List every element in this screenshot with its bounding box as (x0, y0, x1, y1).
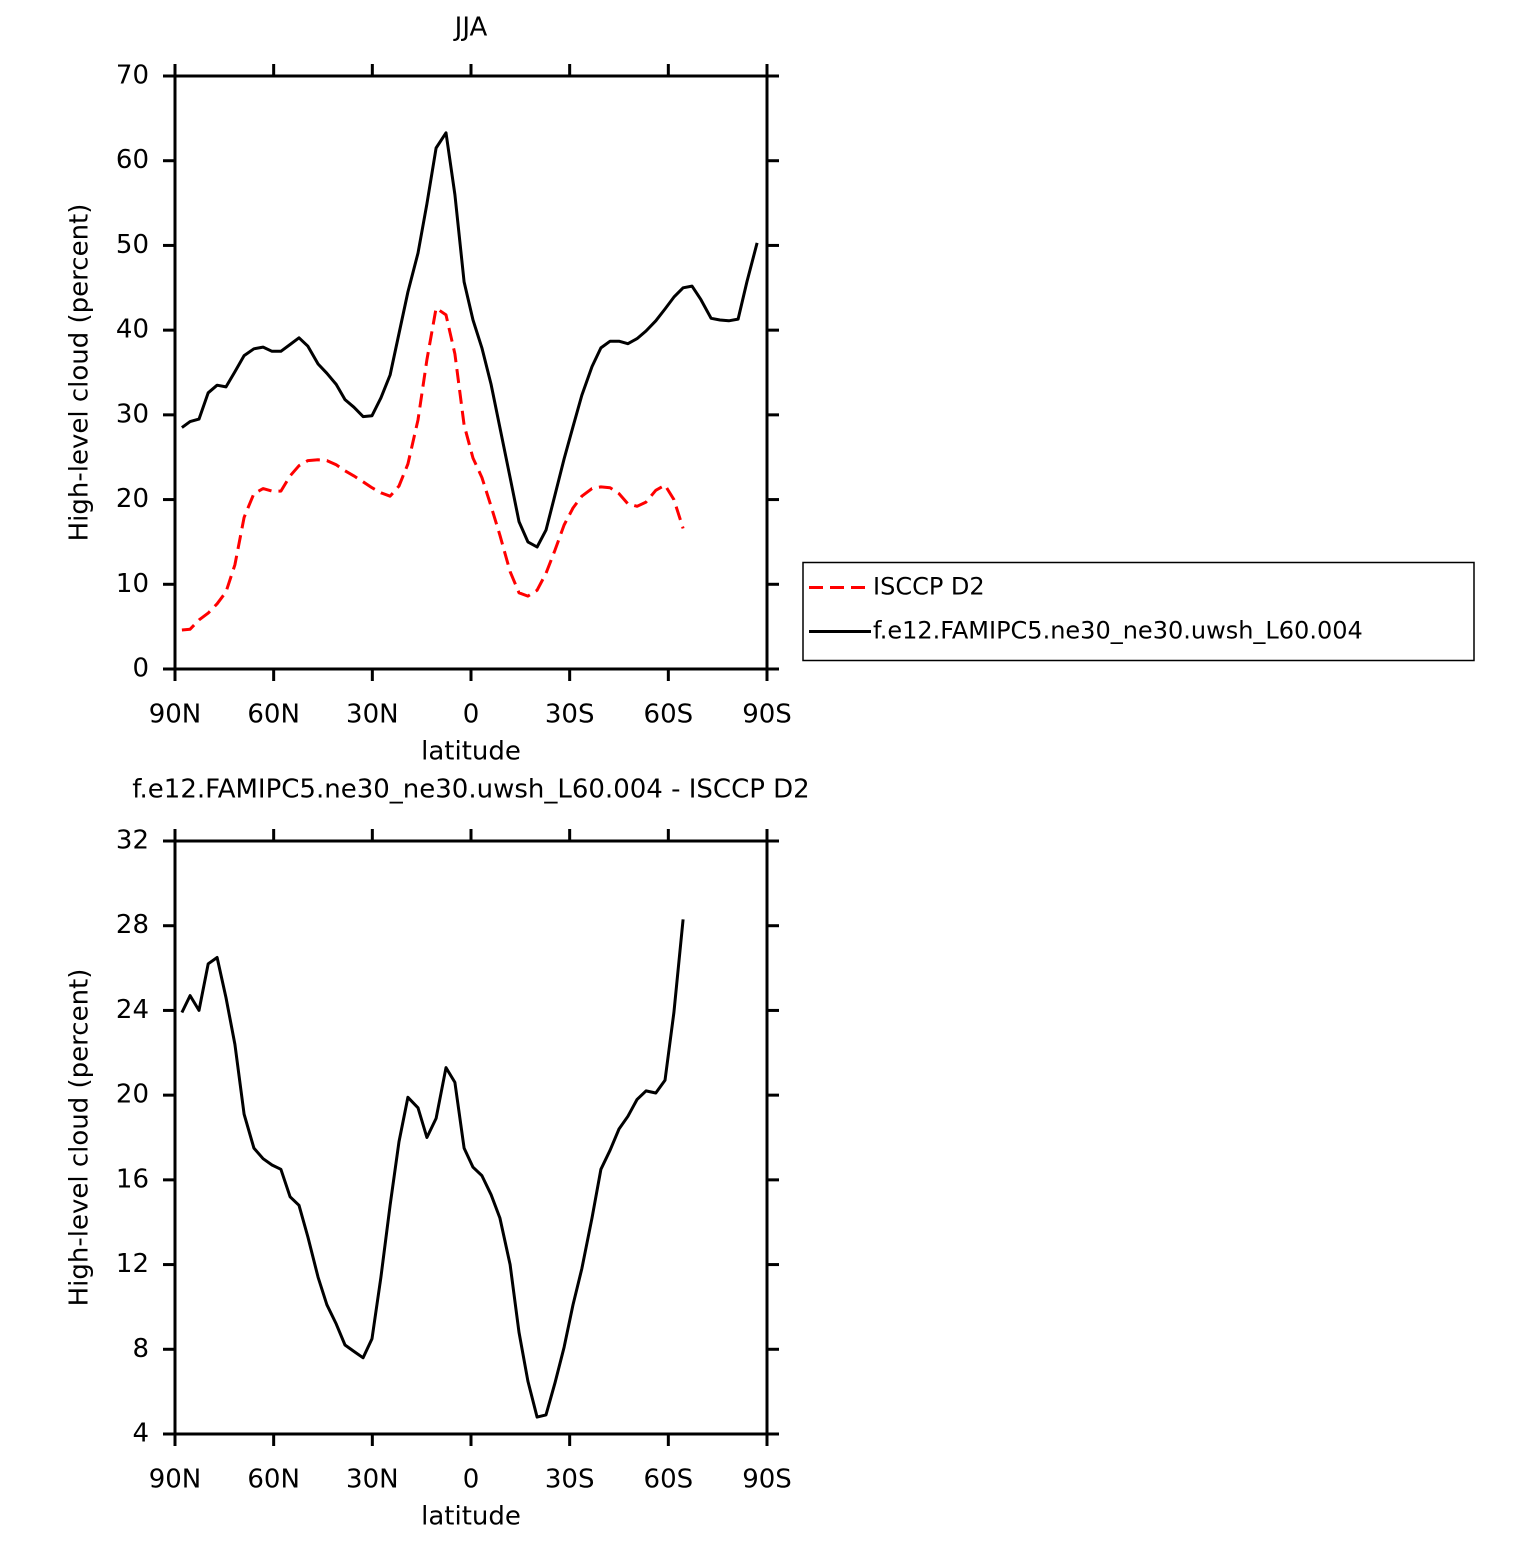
y-tick-label: 24 (116, 995, 149, 1025)
y-tick-label: 50 (116, 230, 149, 260)
x-tick-label: 30S (545, 700, 595, 730)
x-tick-label: 60N (247, 700, 300, 730)
x-tick-label: 0 (463, 1465, 480, 1495)
x-tick-label: 90N (149, 700, 202, 730)
y-tick-label: 60 (116, 145, 149, 175)
y-axis-label: High-level cloud (percent) (65, 204, 95, 542)
legend-label: ISCCP D2 (873, 573, 985, 601)
y-tick-label: 12 (116, 1249, 149, 1279)
legend-label: f.e12.FAMIPC5.ne30_ne30.uwsh_L60.004 (873, 617, 1363, 645)
data-line (180, 919, 685, 1419)
y-tick-label: 30 (116, 399, 149, 429)
y-tick-label: 10 (116, 569, 149, 599)
x-tick-label: 60S (644, 700, 694, 730)
x-tick-label: 90S (742, 1465, 792, 1495)
x-axis-label: latitude (421, 1502, 521, 1532)
x-tick-label: 30N (346, 700, 399, 730)
y-tick-label: 20 (116, 1080, 149, 1110)
x-axis-label: latitude (421, 737, 521, 767)
data-line (181, 306, 685, 632)
x-tick-label: 60S (644, 1465, 694, 1495)
y-tick-label: 20 (116, 484, 149, 514)
y-axis-label: High-level cloud (percent) (65, 969, 95, 1307)
y-tick-label: 0 (132, 654, 149, 684)
chart-title: f.e12.FAMIPC5.ne30_ne30.uwsh_L60.004 - I… (132, 775, 809, 805)
y-tick-label: 32 (116, 826, 149, 856)
x-tick-label: 90S (742, 700, 792, 730)
y-tick-label: 4 (132, 1419, 149, 1449)
y-tick-label: 40 (116, 315, 149, 345)
legend-box (802, 561, 1475, 662)
y-tick-label: 70 (116, 61, 149, 91)
chart-title: JJA (453, 13, 488, 43)
plot-frame (173, 74, 769, 671)
plot-frame (173, 839, 769, 1436)
x-tick-label: 60N (247, 1465, 300, 1495)
data-line (181, 131, 759, 549)
y-tick-label: 28 (116, 910, 149, 940)
y-tick-label: 16 (116, 1164, 149, 1194)
x-tick-label: 30N (346, 1465, 399, 1495)
x-tick-label: 0 (463, 700, 480, 730)
y-tick-label: 8 (132, 1334, 149, 1364)
x-tick-label: 90N (149, 1465, 202, 1495)
x-tick-label: 30S (545, 1465, 595, 1495)
